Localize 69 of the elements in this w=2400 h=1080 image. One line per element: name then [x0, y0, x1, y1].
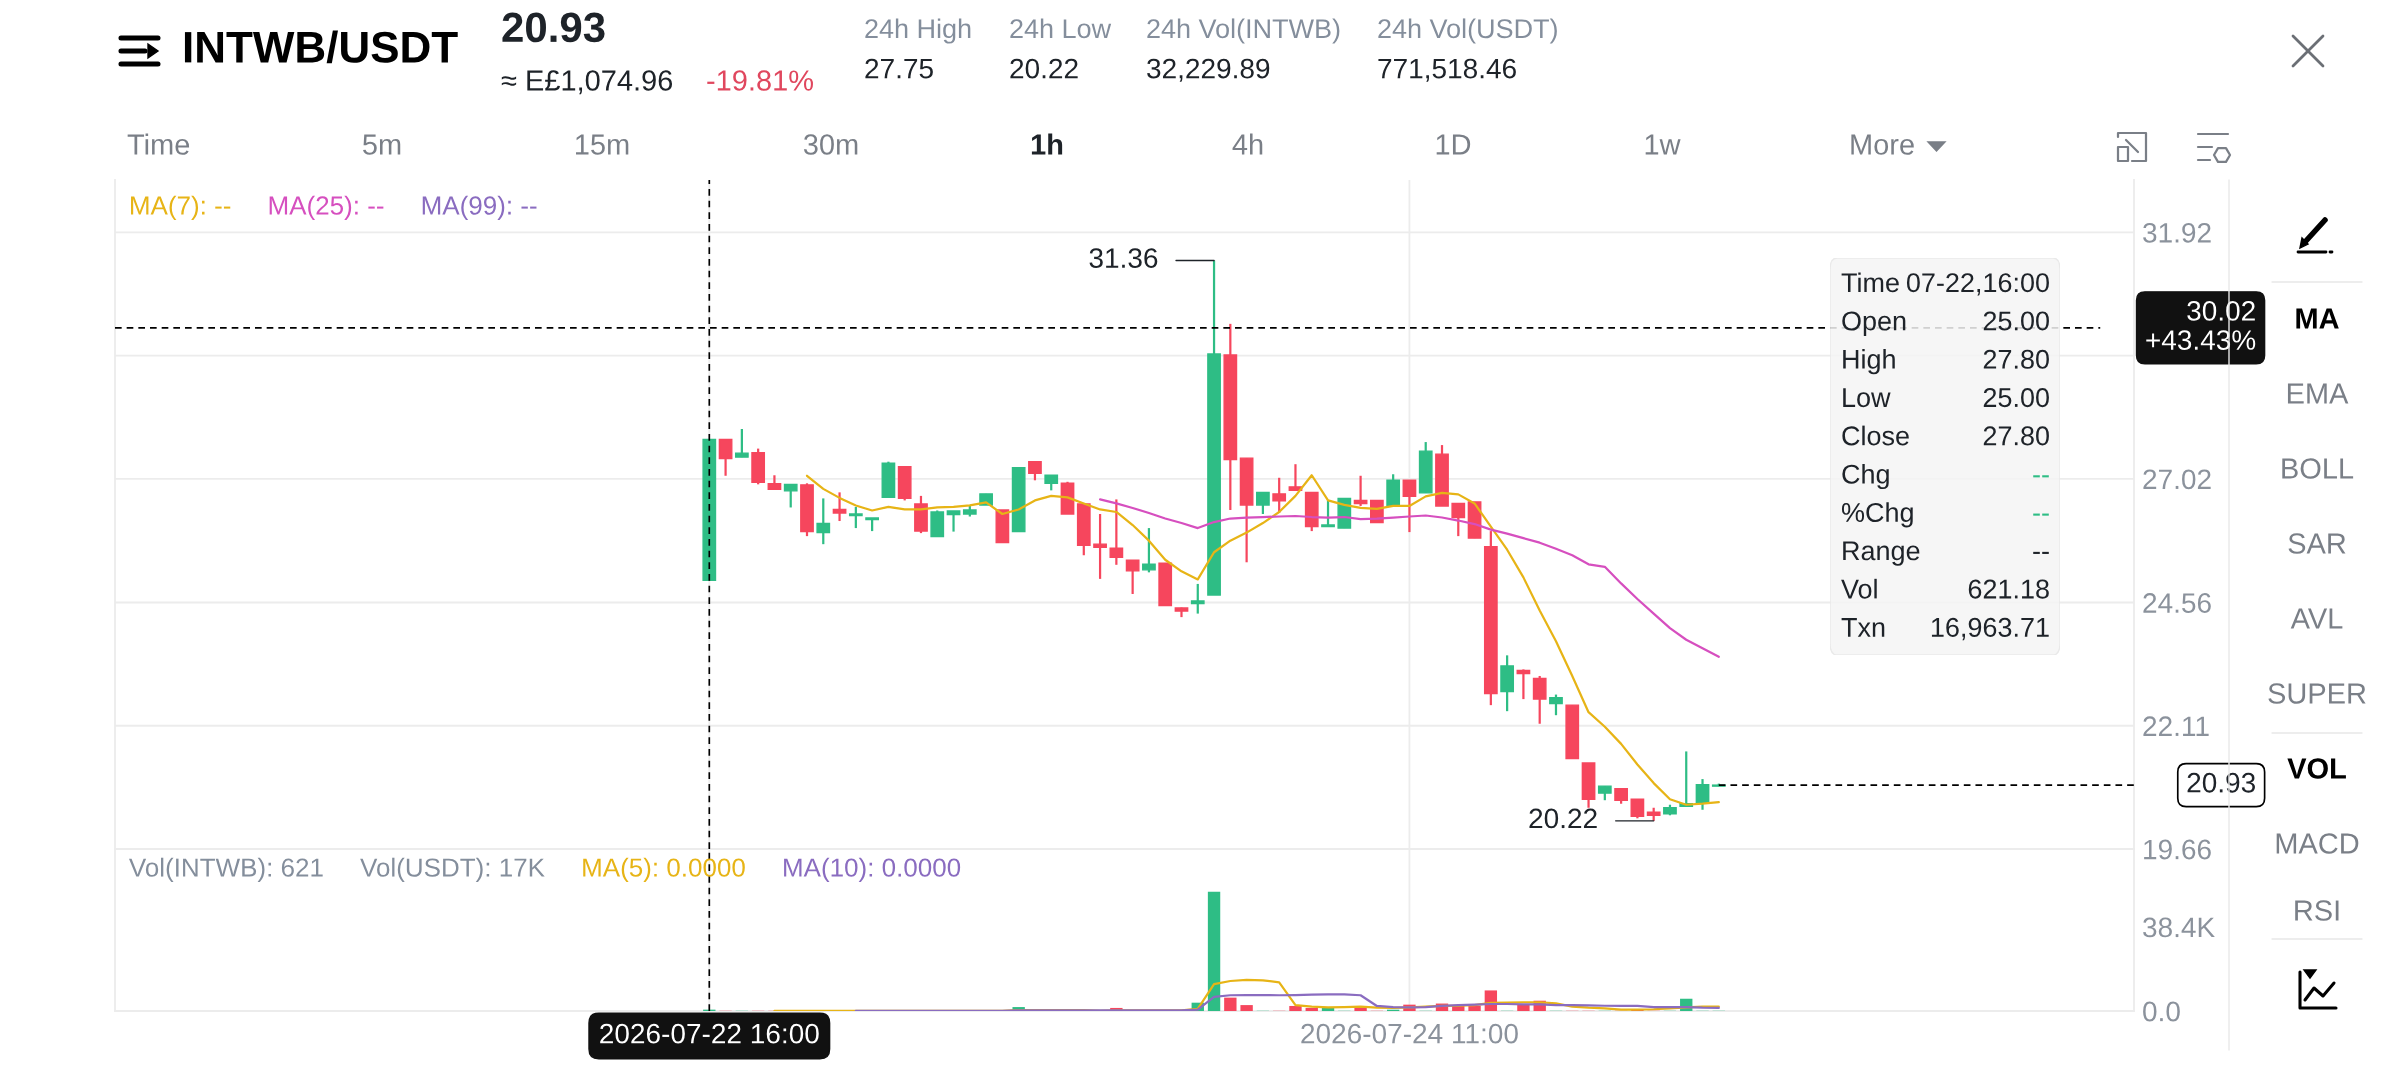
text: MACD — [2276, 833, 2359, 854]
annotation: 621.18 — [1968, 579, 2049, 599]
annotation: 25.00 — [1983, 388, 2049, 408]
annotation: 27.80 — [1983, 349, 2049, 369]
annotation: Vol — [1841, 578, 1877, 599]
text: BOLL — [2282, 458, 2354, 479]
text: MA(25): -- — [269, 195, 384, 220]
text: 1h — [1031, 133, 1063, 155]
annotation: Range — [1843, 541, 1920, 566]
text: MA — [2296, 308, 2339, 329]
text: AVL — [2290, 608, 2343, 629]
ref-line-label: 20.93 — [2187, 772, 2255, 793]
text: MA(10): 0.0000 — [784, 857, 961, 882]
annotation: 31.36 — [1089, 248, 1158, 268]
text: 1D — [1436, 134, 1471, 155]
annotation: Time — [1841, 272, 1899, 293]
text: 32,229.89 — [1147, 58, 1270, 82]
text: RSI — [2295, 900, 2339, 921]
text: 24h Vol(USDT) — [1378, 18, 1557, 44]
y-tick-label: 38.4K — [2143, 917, 2215, 938]
text: 5m — [363, 134, 401, 155]
text: MA(5): 0.0000 — [583, 857, 745, 882]
text: 15m — [576, 134, 629, 155]
annotation: Vol(USDT): 17K — [360, 857, 545, 882]
annotation: -- — [2033, 475, 2049, 478]
text: SAR — [2288, 533, 2346, 554]
text: VOL — [2287, 758, 2346, 779]
text: ≈ E£1,074.96 — [501, 70, 673, 95]
y-tick-label: 24.56 — [2143, 593, 2211, 613]
text: INTWB/USDT — [184, 30, 458, 64]
annotation: -- — [2033, 513, 2049, 516]
annotation: 16,963.71 — [1931, 617, 2049, 641]
annotation: 25.00 — [1983, 311, 2049, 331]
annotation: %Chg — [1841, 502, 1913, 528]
legend-label: MA(99): -- — [422, 195, 537, 220]
text: MA(7): -- — [131, 195, 231, 220]
y-tick-label: 31.92 — [2143, 222, 2211, 243]
text: -19.81% — [707, 70, 813, 91]
text: 771,518.46 — [1378, 58, 1516, 82]
y-tick-label: 27.02 — [2143, 469, 2211, 490]
text: 1w — [1645, 134, 1681, 155]
annotation: -- — [2033, 551, 2049, 554]
annotation: Low — [1843, 388, 1891, 408]
annotation: 27.80 — [1983, 426, 2049, 446]
y-tick-label: 22.11 — [2143, 716, 2209, 736]
annotation: Chg — [1842, 463, 1889, 490]
annotation: 07-22,16:00 — [1906, 273, 2049, 296]
annotation: Open — [1842, 311, 1906, 336]
y-tick-label: 0.0 — [2143, 1001, 2180, 1022]
text: More — [1851, 134, 1914, 155]
text: SUPER — [2268, 683, 2366, 704]
text: EMA — [2287, 383, 2349, 404]
text: 24h Vol(INTWB) — [1147, 18, 1340, 44]
annotation: 20.22 — [1529, 808, 1597, 829]
text: 30m — [803, 134, 858, 155]
text: 24h High — [865, 18, 971, 44]
y-tick-label: 19.66 — [2144, 839, 2211, 860]
annotation: Close — [1842, 425, 1909, 446]
x-tick-label: 2026-07-24 11:00 — [1301, 1023, 1518, 1044]
annotation: Txn — [1841, 618, 1885, 637]
text: 27.75 — [865, 58, 933, 79]
text: 20.22 — [1010, 58, 1078, 79]
text: Time — [127, 133, 190, 155]
annotation: High — [1843, 349, 1895, 375]
text: 24h Low — [1010, 18, 1112, 39]
x-tick-label: 2026-07-22 16:00 — [600, 1023, 819, 1044]
annotation: Vol(INTWB): 621 — [129, 857, 323, 882]
text: 4h — [1232, 133, 1263, 155]
text: 20.93 — [502, 12, 605, 43]
